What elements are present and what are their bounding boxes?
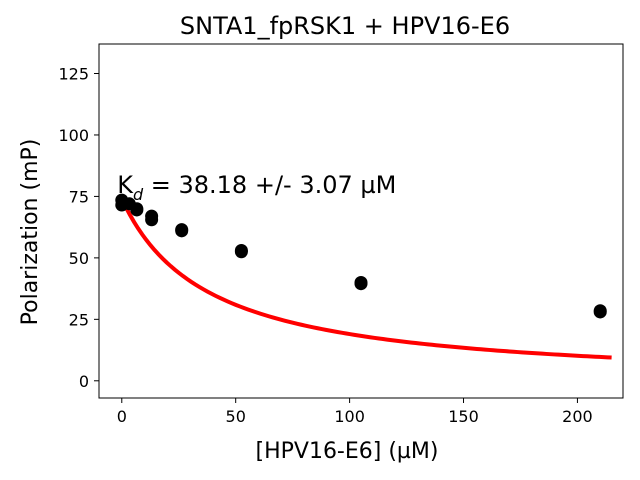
chart-title: SNTA1_fpRSK1 + HPV16-E6 — [180, 12, 510, 40]
y-tick-label: 100 — [58, 126, 89, 145]
data-point — [593, 305, 607, 319]
y-tick-label: 50 — [69, 249, 89, 268]
y-axis-title: Polarization (mP) — [18, 139, 43, 326]
x-tick-label: 50 — [226, 407, 246, 426]
axis-ticks: 0 50 100 150 200 0 25 50 75 100 125 — [58, 65, 592, 427]
x-tick-label: 150 — [448, 407, 479, 426]
fit-curve — [119, 198, 612, 360]
y-tick-label: 75 — [69, 187, 89, 206]
x-tick-label: 100 — [334, 407, 365, 426]
x-tick-label: 0 — [117, 407, 127, 426]
y-tick-label: 25 — [69, 310, 89, 329]
kd-prefix: K — [117, 171, 134, 199]
data-point — [145, 213, 159, 227]
x-tick-label: 200 — [562, 407, 593, 426]
data-point — [130, 203, 144, 217]
kd-value: = 38.18 +/- 3.07 µM — [143, 171, 396, 199]
y-tick-label: 125 — [58, 65, 89, 84]
plot-frame — [98, 43, 624, 399]
kd-annotation: Kd = 38.18 +/- 3.07 µM — [117, 171, 396, 204]
data-point — [175, 224, 189, 238]
kd-subscript: d — [133, 185, 144, 204]
data-point — [234, 245, 248, 259]
x-axis-title: [HPV16-E6] (µM) — [256, 439, 439, 464]
plot-area — [115, 193, 612, 360]
y-tick-label: 0 — [79, 372, 89, 391]
data-point — [354, 277, 368, 291]
